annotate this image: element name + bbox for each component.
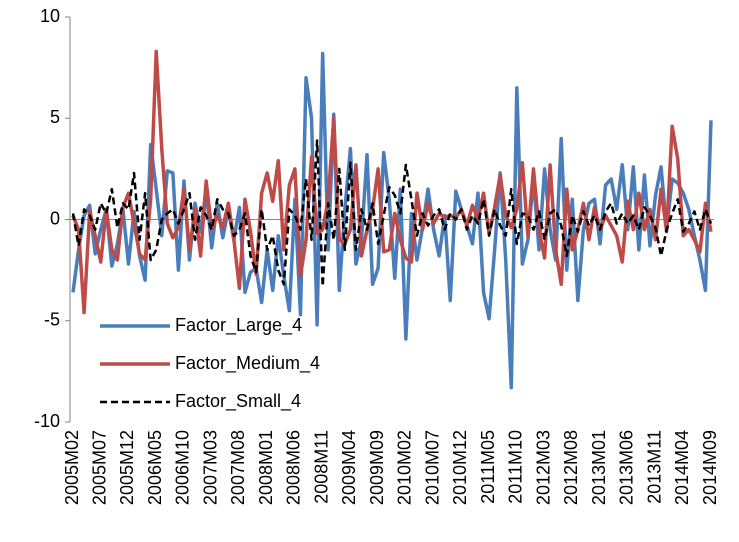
- x-tick-label: 2008M11: [311, 430, 331, 504]
- x-tick-label: 2007M08: [228, 430, 248, 505]
- x-tick-label: 2005M12: [117, 430, 137, 505]
- x-tick-label: 2012M08: [561, 430, 581, 505]
- x-tick-label: 2006M10: [173, 430, 193, 505]
- legend-label: Factor_Small_4: [175, 391, 301, 412]
- y-tick-label: -5: [44, 310, 60, 330]
- y-tick-label: -10: [34, 411, 60, 431]
- x-tick-label: 2013M01: [589, 430, 609, 505]
- x-tick-label: 2009M04: [339, 430, 359, 505]
- y-tick-label: 5: [50, 107, 60, 127]
- legend-label: Factor_Large_4: [175, 315, 302, 336]
- series-line: [71, 139, 713, 288]
- x-tick-label: 2008M06: [284, 430, 304, 505]
- x-tick-label: 2005M07: [89, 430, 109, 505]
- x-tick-label: 2010M07: [422, 430, 442, 505]
- x-tick-label: 2013M11: [644, 430, 664, 504]
- legend-label: Factor_Medium_4: [175, 353, 320, 374]
- x-tick-label: 2014M09: [700, 430, 720, 505]
- x-tick-label: 2007M03: [200, 430, 220, 505]
- x-tick-label: 2010M12: [450, 430, 470, 505]
- x-tick-label: 2014M04: [672, 430, 692, 505]
- x-tick-label: 2011M10: [506, 430, 526, 504]
- x-tick-label: 2008M01: [256, 430, 276, 505]
- x-tick-label: 2012M03: [533, 430, 553, 505]
- x-tick-label: 2011M05: [478, 430, 498, 504]
- x-tick-label: 2006M05: [145, 430, 165, 505]
- x-tick-label: 2013M06: [617, 430, 637, 505]
- x-tick-label: 2005M02: [62, 430, 82, 505]
- y-tick-label: 10: [40, 6, 60, 26]
- x-tick-label: 2009M09: [367, 430, 387, 505]
- x-tick-label: 2010M02: [395, 430, 415, 505]
- series-line: [71, 49, 713, 315]
- y-tick-label: 0: [50, 208, 60, 228]
